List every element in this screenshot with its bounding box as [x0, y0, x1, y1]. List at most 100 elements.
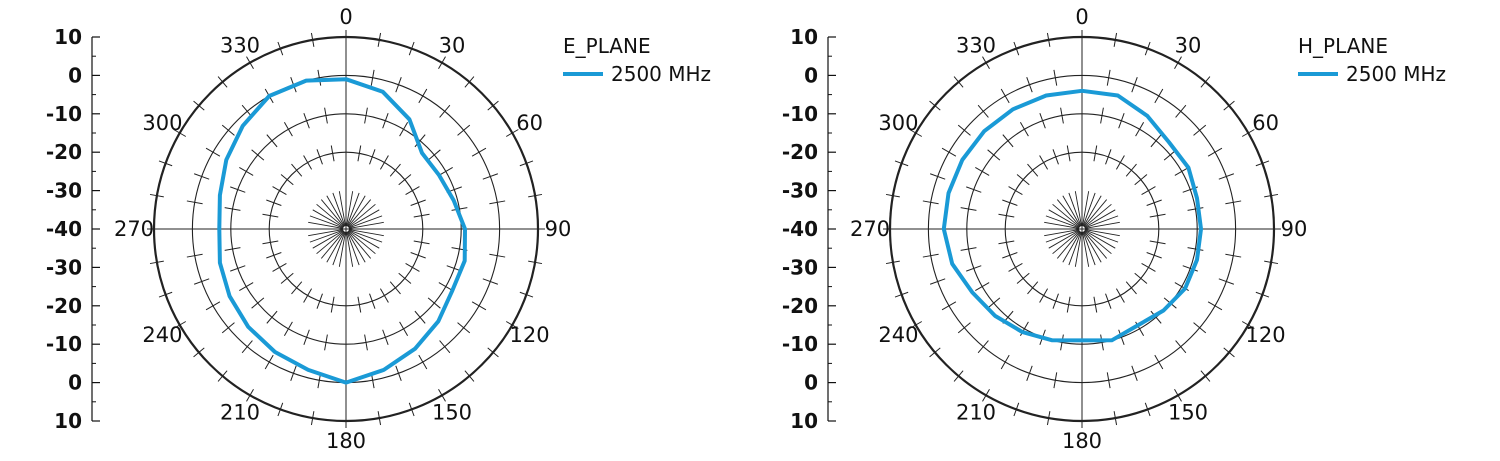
radial-tick: [303, 329, 310, 345]
radial-tick: [998, 240, 1015, 245]
db-axis-tick-label: 10: [790, 409, 818, 433]
radial-tick: [966, 265, 982, 272]
radial-tick: [1150, 310, 1162, 324]
radial-tick: [217, 76, 228, 88]
radial-tick: [1200, 370, 1211, 382]
radial-tick: [310, 411, 315, 426]
angle-tick-label: 270: [850, 217, 890, 241]
radial-tick: [977, 340, 989, 354]
radial-tick: [1154, 354, 1164, 370]
radial-tick: [1000, 88, 1010, 104]
radial-tick: [1100, 107, 1104, 124]
radial-tick: [482, 173, 499, 180]
radial-tick: [246, 56, 254, 70]
center-spoke: [309, 229, 344, 243]
radial-tick: [953, 76, 964, 88]
radial-tick: [239, 166, 254, 176]
radial-tick: [487, 347, 499, 358]
center-spoke: [1048, 209, 1080, 228]
radial-tick: [1019, 122, 1029, 137]
center-spoke: [348, 229, 383, 243]
radial-tick: [413, 213, 430, 218]
radial-tick: [1008, 186, 1023, 196]
radial-tick: [149, 193, 164, 198]
radial-tick: [158, 291, 173, 298]
center-spoke: [1045, 229, 1080, 243]
radial-tick: [1053, 372, 1058, 389]
radial-tick: [1174, 166, 1189, 176]
angle-tick-label: 60: [1252, 111, 1279, 135]
radial-tick: [464, 370, 475, 382]
radial-tick: [414, 310, 426, 324]
radial-tick: [1193, 124, 1207, 136]
radial-tick: [1027, 281, 1039, 295]
radial-tick: [241, 340, 253, 354]
radial-tick: [1225, 253, 1242, 258]
radial-tick: [193, 347, 205, 358]
radial-tick: [489, 200, 506, 205]
db-axis-tick-label: -10: [782, 332, 818, 356]
radial-tick: [303, 288, 313, 303]
radial-tick: [291, 163, 303, 177]
db-axis-tick-label: -30: [782, 179, 818, 203]
angle-tick-labels: 0 30 60 90 120 150 180 210 240 270 300 330: [850, 5, 1307, 453]
radial-tick: [224, 247, 241, 251]
radial-tick: [414, 134, 426, 148]
center-spoke: [1068, 231, 1082, 266]
center-spoke: [1084, 230, 1116, 249]
angle-tick-label: 330: [220, 33, 260, 57]
radial-tick: [1135, 122, 1145, 137]
radial-tick: [885, 260, 900, 265]
radial-tick: [251, 297, 265, 309]
radial-tick: [272, 186, 287, 196]
center-spoke: [1045, 215, 1080, 229]
center-spoke: [348, 203, 376, 228]
angle-tick-label: 210: [220, 401, 260, 425]
center-spoke: [312, 230, 344, 249]
radial-tick: [1141, 262, 1156, 272]
radial-tick: [998, 213, 1015, 218]
radial-tick: [1241, 321, 1255, 329]
radial-tick: [1175, 340, 1187, 354]
radial-tick: [377, 411, 382, 426]
center-spoke: [332, 192, 346, 227]
angle-tick-label: 330: [956, 33, 996, 57]
center-spoke: [1082, 231, 1090, 267]
radial-tick: [953, 370, 964, 382]
radial-tick: [364, 334, 368, 351]
radial-tick: [395, 76, 402, 93]
radial-tick: [246, 388, 254, 402]
series-line-0: [217, 77, 467, 385]
radial-tick: [303, 113, 310, 129]
radial-tick: [149, 260, 164, 265]
angle-tick-label: 180: [326, 429, 366, 453]
legend-label: 2500 MHz: [611, 62, 711, 86]
center-spoke: [1084, 209, 1116, 228]
radial-tick: [369, 149, 376, 165]
radial-tick: [894, 291, 909, 298]
radial-tick: [1052, 293, 1059, 309]
center-spoke: [1074, 191, 1082, 227]
radial-tick: [1131, 365, 1138, 382]
center-spoke: [1056, 199, 1081, 227]
radial-tick: [379, 155, 389, 170]
radial-tick: [427, 297, 441, 309]
radial-tick: [909, 129, 923, 137]
angle-tick-label: 240: [142, 323, 182, 347]
radial-tick: [922, 200, 939, 205]
radial-tick: [230, 265, 246, 272]
radial-tick: [1106, 69, 1111, 86]
radial-tick: [264, 354, 274, 370]
radial-tick: [1060, 334, 1064, 351]
radial-tick: [519, 160, 534, 167]
radial-tick: [1223, 347, 1235, 358]
radial-tick: [966, 186, 982, 193]
radial-tick: [266, 252, 282, 259]
radial-tick: [290, 365, 297, 382]
radial-tick: [1002, 199, 1018, 206]
radial-tick: [439, 104, 451, 118]
radial-tick: [1013, 402, 1020, 417]
center-spoke: [1084, 215, 1119, 229]
radial-tick: [929, 173, 946, 180]
angle-tick-label: 300: [142, 111, 182, 135]
